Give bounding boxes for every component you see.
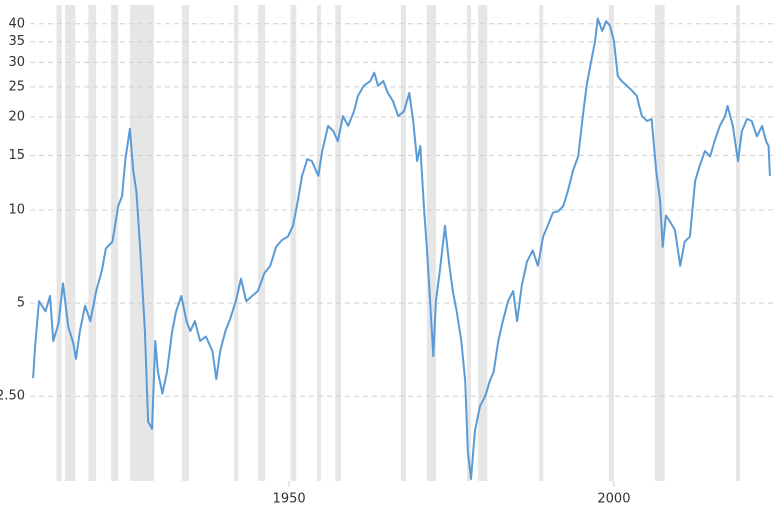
recession-band: [129, 5, 154, 481]
y-tick-label: 20: [8, 109, 25, 124]
recession-band: [335, 5, 342, 481]
data-line: [32, 17, 771, 480]
recession-band: [111, 5, 119, 481]
y-tick-label: 5: [17, 296, 25, 311]
recession-band: [181, 5, 190, 481]
x-tick-label: 2000: [597, 492, 630, 507]
y-tick-label: 25: [8, 79, 25, 94]
recession-band: [426, 5, 436, 481]
recession-band: [56, 5, 62, 481]
recession-band: [654, 5, 665, 481]
y-tick-label: 2.50: [0, 389, 25, 404]
y-tick-label: 40: [8, 16, 25, 31]
y-tick-label: 35: [8, 34, 25, 49]
recession-band: [400, 5, 407, 481]
recession-band: [257, 5, 266, 481]
y-tick-label: 10: [8, 202, 25, 217]
recession-band: [233, 5, 239, 481]
recession-band: [478, 5, 488, 481]
y-tick-label: 30: [8, 55, 25, 70]
recession-band: [736, 5, 740, 481]
recession-band: [608, 5, 614, 481]
recession-band: [88, 5, 97, 481]
x-tick-label: 1950: [273, 492, 306, 507]
y-tick-label: 15: [8, 148, 25, 163]
recession-band: [290, 5, 297, 481]
recession-band: [317, 5, 321, 481]
recession-band: [467, 5, 472, 481]
recession-band: [64, 5, 76, 481]
